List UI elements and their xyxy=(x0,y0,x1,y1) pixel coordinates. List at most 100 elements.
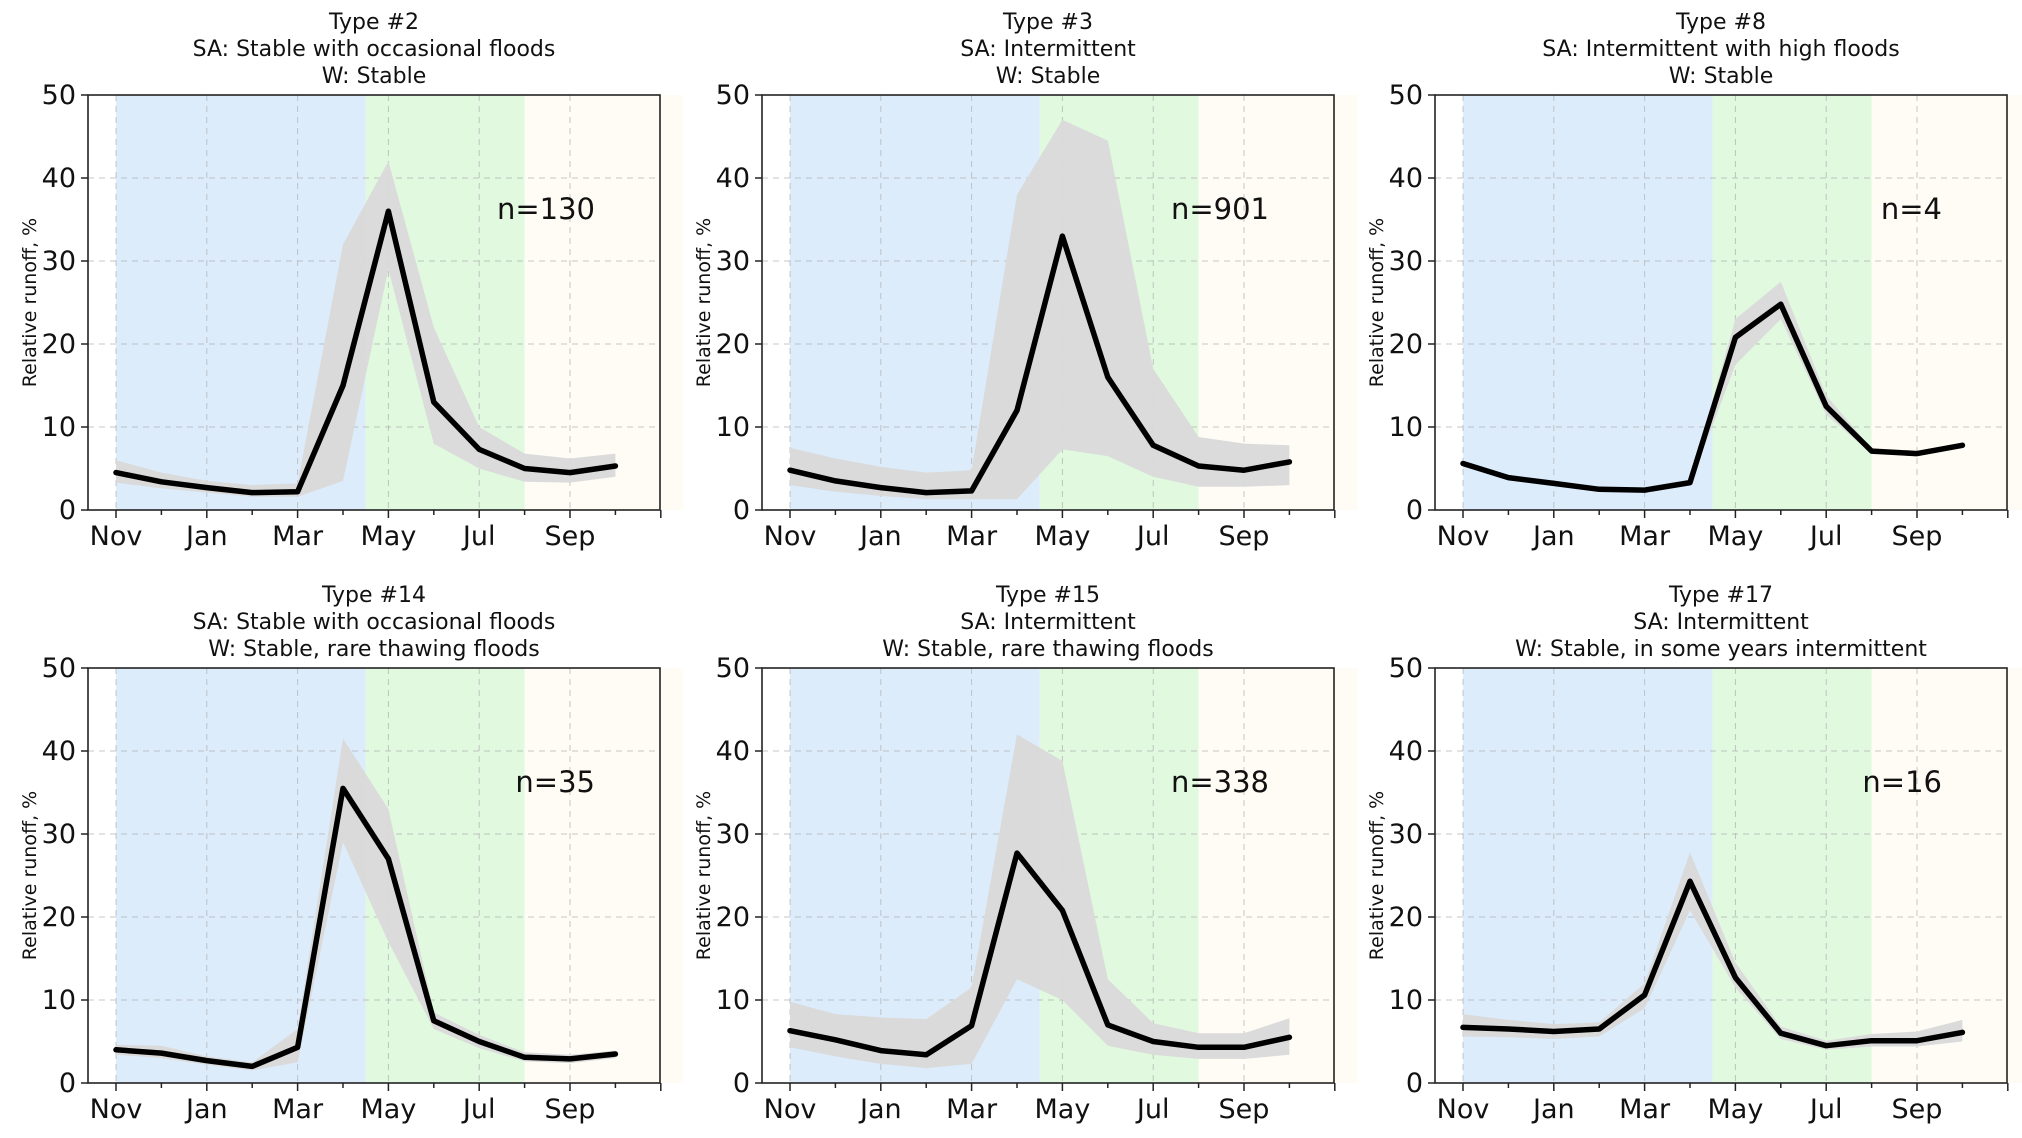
x-tick-label: Jul xyxy=(1135,1094,1170,1125)
panel-title-line-3: W: Stable xyxy=(1669,64,1774,89)
summer-autumn-shade xyxy=(1871,668,2022,1083)
spring-shade xyxy=(1712,95,1872,510)
range-band xyxy=(790,734,1290,1069)
data-point-jun xyxy=(431,399,437,405)
axes-frame xyxy=(1434,667,2008,1084)
y-tick-label: 10 xyxy=(42,985,76,1016)
summer-autumn-shade xyxy=(1198,668,1358,1083)
mean-runoff-line xyxy=(787,850,1293,1058)
mean-runoff-line xyxy=(113,208,619,496)
y-tick-label: 50 xyxy=(42,653,76,684)
data-point-nov xyxy=(1460,461,1466,467)
data-point-sep xyxy=(1241,467,1247,473)
y-tick-label: 30 xyxy=(1389,819,1423,850)
panel-title-line-2: SA: Stable with occasional floods xyxy=(193,37,556,62)
panel-title-line-1: Type #14 xyxy=(321,583,426,608)
data-point-sep xyxy=(567,470,573,476)
winter-shade xyxy=(1463,668,1713,1083)
data-point-apr xyxy=(1687,878,1693,884)
x-tick-label: Jul xyxy=(461,1094,496,1125)
data-point-mar xyxy=(1642,992,1648,998)
data-point-sep xyxy=(1914,1038,1920,1044)
data-point-mar xyxy=(969,488,975,494)
x-tick-label: Nov xyxy=(1437,1094,1490,1125)
x-tick-label: Nov xyxy=(764,1094,817,1125)
x-tick-label: May xyxy=(1707,521,1763,552)
y-tick-label: 20 xyxy=(716,329,750,360)
data-point-dec xyxy=(1505,1026,1511,1032)
data-point-mar xyxy=(1642,487,1648,493)
mean-runoff-line xyxy=(1460,878,1966,1049)
data-point-mar xyxy=(295,489,301,495)
x-tick-label: Sep xyxy=(545,521,596,552)
sample-count-label: n=901 xyxy=(1171,192,1269,226)
data-point-feb xyxy=(923,1052,929,1058)
data-point-apr xyxy=(1687,480,1693,486)
x-tick-label: Nov xyxy=(90,521,143,552)
panel-title-line-1: Type #8 xyxy=(1675,10,1766,35)
data-point-apr xyxy=(1014,850,1020,856)
data-point-aug xyxy=(1869,1038,1875,1044)
panel-title-line-1: Type #2 xyxy=(328,10,419,35)
y-tick-label: 20 xyxy=(1389,329,1423,360)
y-tick-label: 10 xyxy=(716,412,750,443)
axes-frame xyxy=(1434,94,2008,511)
sample-count-label: n=4 xyxy=(1881,192,1942,226)
x-tick-label: May xyxy=(360,1094,416,1125)
data-point-oct xyxy=(1959,442,1965,448)
panel-1: 0 10 20 30 40 50 Nov Jan Mar May Jul Sep Relative ru… xyxy=(19,10,684,552)
data-point-dec xyxy=(832,478,838,484)
panel-title-line-1: Type #3 xyxy=(1002,10,1093,35)
data-point-jun xyxy=(1778,301,1784,307)
data-point-mar xyxy=(969,1023,975,1029)
data-point-oct xyxy=(1286,459,1292,465)
x-tick-label: Mar xyxy=(272,521,324,552)
data-point-jan xyxy=(1551,480,1557,486)
data-point-sep xyxy=(1914,451,1920,457)
x-tick-label: Nov xyxy=(1437,521,1490,552)
y-tick-label: 40 xyxy=(42,163,76,194)
data-point-feb xyxy=(1596,1026,1602,1032)
data-point-feb xyxy=(249,1063,255,1069)
data-point-sep xyxy=(567,1056,573,1062)
y-tick-label: 30 xyxy=(1389,246,1423,277)
winter-shade xyxy=(1463,95,1713,510)
summer-autumn-shade xyxy=(1198,95,1358,510)
data-point-jun xyxy=(431,1018,437,1024)
data-point-oct xyxy=(1286,1034,1292,1040)
y-tick-label: 50 xyxy=(716,653,750,684)
panel-title-line-3: W: Stable xyxy=(322,64,427,89)
summer-autumn-shade xyxy=(1871,95,2022,510)
panel-6: 0 10 20 30 40 50 Nov Jan Mar May Jul Sep Relative ru… xyxy=(1366,583,2022,1125)
data-point-nov xyxy=(113,470,119,476)
y-tick-label: 0 xyxy=(1406,1068,1423,1099)
summer-autumn-shade xyxy=(524,95,684,510)
y-tick-label: 50 xyxy=(1389,80,1423,111)
data-point-apr xyxy=(340,785,346,791)
y-tick-label: 0 xyxy=(733,495,750,526)
data-point-oct xyxy=(612,463,618,469)
y-axis-label: Relative runoff, % xyxy=(19,218,41,387)
x-tick-label: Mar xyxy=(946,1094,998,1125)
data-point-aug xyxy=(1196,463,1202,469)
data-point-dec xyxy=(1505,475,1511,481)
data-point-jul xyxy=(1150,442,1156,448)
data-point-apr xyxy=(1014,407,1020,413)
range-band xyxy=(790,119,1290,500)
x-tick-label: May xyxy=(1034,1094,1090,1125)
mean-runoff-line xyxy=(787,233,1293,496)
data-point-may xyxy=(1059,233,1065,239)
x-tick-label: Jul xyxy=(461,521,496,552)
data-point-dec xyxy=(832,1037,838,1043)
panel-title-line-1: Type #17 xyxy=(1668,583,1773,608)
y-tick-label: 0 xyxy=(59,495,76,526)
panel-5: 0 10 20 30 40 50 Nov Jan Mar May Jul Sep Relative ru… xyxy=(693,583,1358,1125)
panel-title-line-2: SA: Intermittent xyxy=(960,37,1136,62)
y-tick-label: 20 xyxy=(716,902,750,933)
data-point-oct xyxy=(1959,1029,1965,1035)
y-tick-label: 40 xyxy=(716,736,750,767)
y-tick-label: 50 xyxy=(1389,653,1423,684)
panel-title-line-2: SA: Intermittent xyxy=(960,610,1136,635)
data-point-nov xyxy=(113,1047,119,1053)
data-point-jun xyxy=(1778,1030,1784,1036)
